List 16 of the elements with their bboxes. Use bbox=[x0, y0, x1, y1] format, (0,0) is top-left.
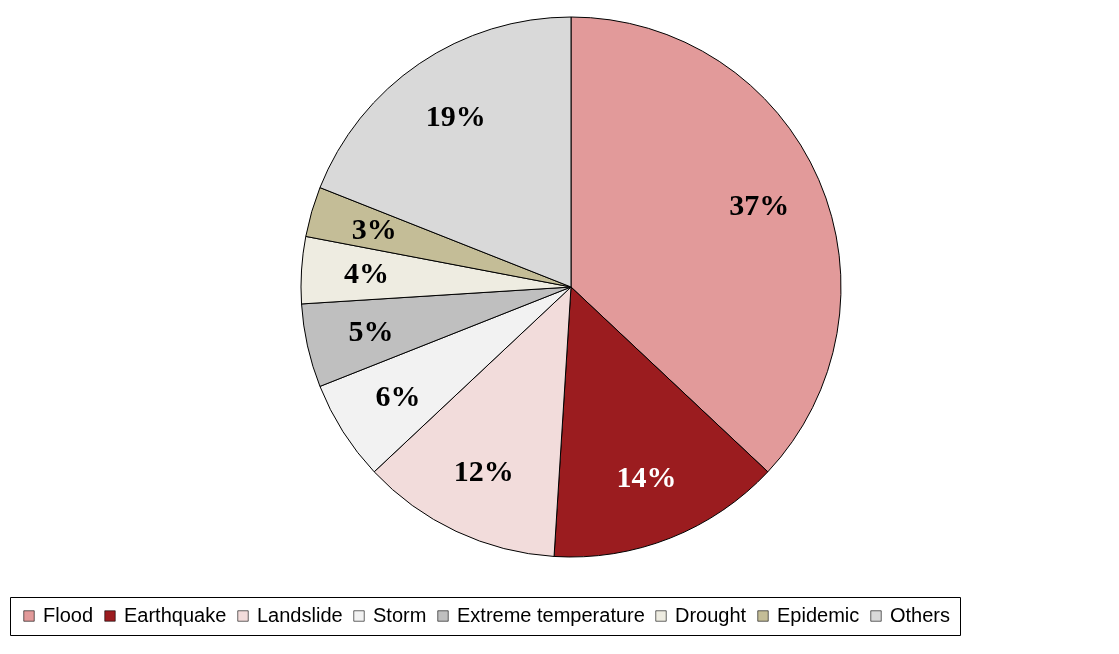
data-label: 5% bbox=[348, 313, 394, 347]
data-label: 4% bbox=[343, 256, 389, 290]
legend-label: Epidemic bbox=[777, 604, 860, 626]
legend-label: Others bbox=[890, 604, 951, 626]
data-label: 37% bbox=[729, 187, 790, 221]
legend-label: Extreme temperature bbox=[457, 604, 645, 626]
data-label: 19% bbox=[425, 99, 486, 133]
legend-label: Earthquake bbox=[124, 604, 227, 626]
data-label: 12% bbox=[453, 454, 514, 488]
data-label: 3% bbox=[351, 211, 397, 245]
legend-label: Landslide bbox=[257, 604, 343, 626]
data-label: 6% bbox=[375, 378, 421, 412]
legend-label: Storm bbox=[373, 604, 427, 626]
legend-label: Drought bbox=[675, 604, 747, 626]
legend-label: Flood bbox=[43, 604, 94, 626]
data-label: 14% bbox=[616, 459, 677, 493]
